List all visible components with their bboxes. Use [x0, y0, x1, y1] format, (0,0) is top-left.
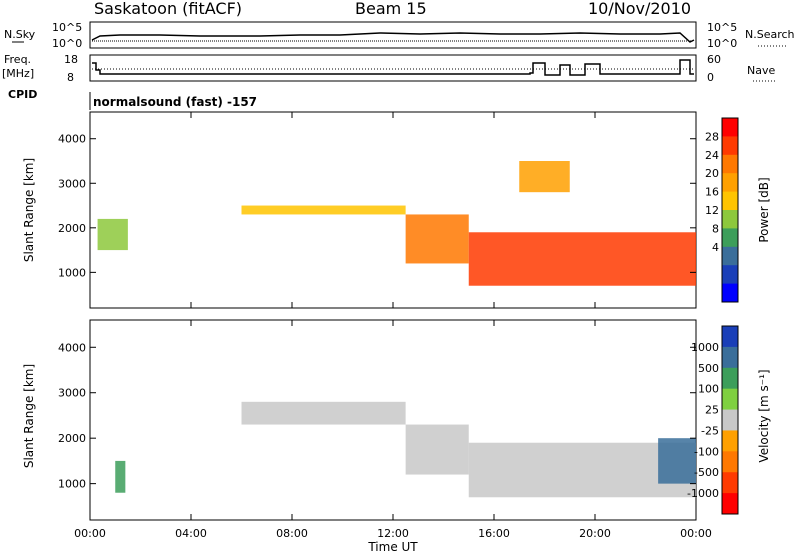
- colorbar-segment: [722, 283, 738, 303]
- noise-left-tick-bottom: 10^0: [52, 37, 82, 50]
- y-tick-label: 4000: [58, 341, 86, 354]
- colorbar-tick-label: -1000: [687, 487, 719, 500]
- freq-right-tick-top: 60: [707, 53, 721, 66]
- y-tick-label: 2000: [58, 432, 86, 445]
- colorbar-segment: [722, 367, 738, 390]
- colorbar-segment: [722, 493, 738, 515]
- power-colorbar-label: Power [dB]: [757, 177, 771, 242]
- data-region: [97, 218, 128, 251]
- power-colorbar: 28 24 20 16 12 8 4: [705, 117, 739, 303]
- colorbar-segment: [722, 326, 738, 348]
- noise-left-label: N.Sky: [4, 28, 36, 41]
- colorbar-tick-label: 24: [705, 149, 719, 162]
- colorbar-segment: [722, 118, 738, 137]
- data-region: [241, 205, 406, 215]
- data-region: [115, 460, 126, 493]
- colorbar-tick-label: -500: [694, 466, 719, 479]
- x-tick-label: 04:00: [175, 527, 207, 540]
- cpid-text: normalsound (fast) -157: [93, 95, 257, 109]
- colorbar-segment: [722, 136, 738, 156]
- colorbar-tick-label: 500: [698, 362, 719, 375]
- colorbar-tick-label: -100: [694, 445, 719, 458]
- colorbar-segment: [722, 265, 738, 285]
- freq-left-tick-top: 18: [64, 53, 78, 66]
- colorbar-tick-label: -25: [701, 424, 719, 437]
- x-tick-label: 00:00: [680, 527, 712, 540]
- colorbar-segment: [722, 346, 738, 369]
- colorbar-tick-label: 28: [705, 130, 719, 143]
- freq-right-tick-bottom: 0: [707, 71, 714, 84]
- colorbar-tick-label: 1000: [691, 341, 719, 354]
- noise-panel: N.Sky 10^5 10^0 10^5 10^0 N.Search: [4, 21, 795, 50]
- noise-right-label: N.Search: [745, 28, 795, 41]
- power-panel: 1000 2000 3000 4000 Slant Range [km]: [22, 111, 697, 309]
- cpid-label: CPID: [8, 88, 37, 101]
- colorbar-tick-label: 8: [712, 222, 719, 235]
- time-axis: 00:00 04:00 08:00 12:00 16:00 20:00 00:00: [74, 112, 712, 540]
- noise-sky-trace: [91, 32, 695, 43]
- colorbar-tick-label: 16: [705, 186, 719, 199]
- frequency-trace: [92, 59, 694, 76]
- y-tick-label: 3000: [58, 177, 86, 190]
- x-tick-label: 16:00: [478, 527, 510, 540]
- power-heatmap: [97, 161, 696, 286]
- velocity-y-axis: 1000 2000 3000 4000: [58, 341, 696, 491]
- colorbar-tick-label: 12: [705, 204, 719, 217]
- data-region: [241, 401, 406, 425]
- data-region: [405, 214, 469, 264]
- velocity-ylabel: Slant Range [km]: [22, 364, 36, 468]
- colorbar-segment: [722, 409, 738, 431]
- station-title: Saskatoon (fitACF): [94, 0, 242, 18]
- velocity-colorbar: 1000 500 100 25 -25 -100 -500 -1000: [687, 325, 739, 515]
- colorbar-tick-label: 100: [698, 383, 719, 396]
- freq-label-1: Freq.: [4, 53, 31, 66]
- data-region: [519, 161, 570, 193]
- data-region: [658, 438, 696, 484]
- velocity-panel: 1000 2000 3000 4000 Slant Range [km]: [22, 319, 697, 521]
- y-tick-label: 4000: [58, 133, 86, 146]
- colorbar-tick-label: 20: [705, 167, 719, 180]
- colorbar-segment: [722, 173, 738, 193]
- colorbar-segment: [722, 210, 738, 229]
- colorbar-tick-label: 4: [712, 241, 719, 254]
- colorbar-frame: [721, 117, 739, 303]
- y-tick-label: 1000: [58, 478, 86, 491]
- colorbar-segment: [722, 246, 738, 266]
- beam-title: Beam 15: [355, 0, 427, 18]
- x-tick-label: 20:00: [579, 527, 611, 540]
- colorbar-tick-label: 25: [705, 404, 719, 417]
- cpid-panel: CPID normalsound (fast) -157: [8, 88, 257, 110]
- freq-label-2: [MHz]: [2, 67, 34, 80]
- colorbar-segment: [722, 430, 738, 452]
- colorbar-segment: [722, 154, 738, 174]
- noise-right-tick-top: 10^5: [707, 21, 737, 34]
- colorbar-segment: [722, 388, 738, 411]
- x-tick-label: 08:00: [276, 527, 308, 540]
- power-ylabel: Slant Range [km]: [22, 158, 36, 262]
- x-tick-label: 12:00: [377, 527, 409, 540]
- y-tick-label: 3000: [58, 387, 86, 400]
- noise-right-tick-bottom: 10^0: [707, 37, 737, 50]
- colorbar-segment: [722, 451, 738, 473]
- x-axis-label: Time UT: [367, 540, 418, 554]
- colorbar-segment: [722, 228, 738, 248]
- power-y-axis: 1000 2000 3000 4000: [58, 133, 696, 279]
- data-region: [468, 232, 696, 286]
- colorbar-segment: [722, 191, 738, 211]
- x-tick-label: 00:00: [74, 527, 106, 540]
- nave-label: Nave: [747, 64, 775, 77]
- noise-left-tick-top: 10^5: [52, 21, 82, 34]
- frequency-panel: Freq. [MHz] 18 8 60 0 Nave: [2, 53, 776, 84]
- freq-left-tick-bottom: 8: [67, 71, 74, 84]
- data-region: [405, 424, 469, 475]
- colorbar-frame: [721, 325, 739, 515]
- y-tick-label: 2000: [58, 222, 86, 235]
- y-tick-label: 1000: [58, 266, 86, 279]
- colorbar-segment: [722, 472, 738, 494]
- date-title: 10/Nov/2010: [588, 0, 691, 18]
- velocity-colorbar-label: Velocity [m s⁻¹]: [757, 369, 771, 462]
- velocity-heatmap: [115, 401, 696, 498]
